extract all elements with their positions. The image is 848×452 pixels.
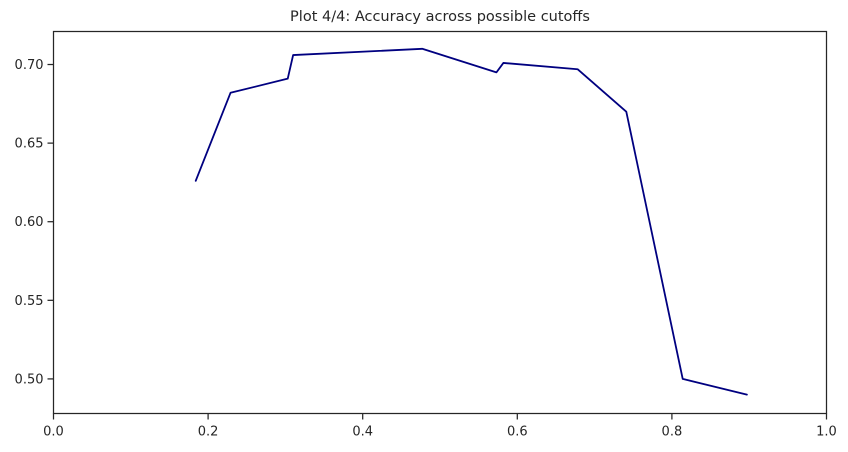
x-tick-label: 0.4 [352, 425, 373, 440]
y-axis: 0.50 0.55 0.60 0.65 0.70 [15, 58, 54, 387]
plot-area-frame [52, 30, 828, 415]
x-tick-label: 1.0 [816, 425, 837, 440]
y-tick-label: 0.50 [15, 372, 44, 387]
y-tick-label: 0.60 [15, 215, 44, 230]
x-tick-label: 0.0 [43, 425, 64, 440]
series-layer [194, 47, 748, 396]
x-tick-label: 0.8 [662, 425, 683, 440]
y-tick-label: 0.55 [15, 294, 44, 309]
x-tick-label: 0.2 [198, 425, 219, 440]
accuracy-series-line [194, 47, 748, 396]
x-axis: 0.0 0.2 0.4 0.6 0.8 1.0 [43, 413, 837, 440]
chart-title: Plot 4/4: Accuracy across possible cutof… [290, 9, 590, 25]
x-tick-label: 0.6 [507, 425, 528, 440]
y-tick-label: 0.65 [15, 137, 44, 152]
y-tick-label: 0.70 [15, 58, 44, 73]
